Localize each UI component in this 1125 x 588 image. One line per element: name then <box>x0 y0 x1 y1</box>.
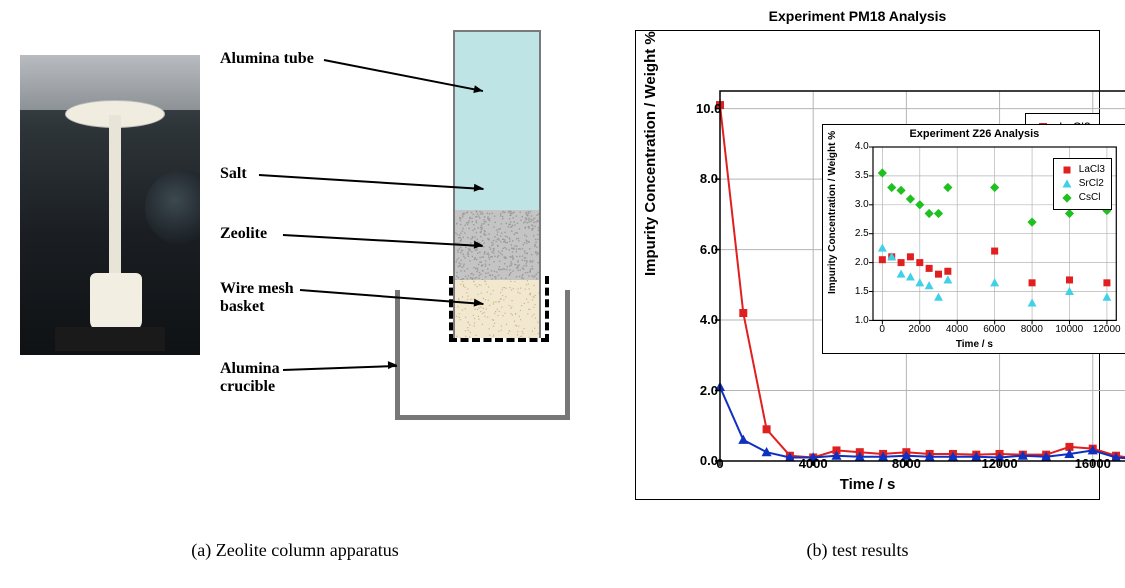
diagram-label-basket: Wire meshbasket <box>220 280 390 316</box>
inset-title: Experiment Z26 Analysis <box>823 128 1125 140</box>
inset-legend-item-LaCl3: LaCl3 <box>1060 163 1105 177</box>
caption-b: (b) test results <box>590 540 1125 561</box>
outer-x-tick: 8000 <box>886 456 926 471</box>
outer-chart: Impurity Concentration / Weight % LaCl3 … <box>635 30 1100 500</box>
outer-x-tick: 12000 <box>980 456 1020 471</box>
inset-chart: Experiment Z26 AnalysisImpurity Concentr… <box>822 124 1125 353</box>
diagram-wire-mesh-basket <box>449 276 549 342</box>
inset-x-tick: 12000 <box>1092 324 1122 335</box>
inset-x-tick: 4000 <box>942 324 972 335</box>
diagram-arrowhead-basket <box>474 299 484 308</box>
outer-x-tick: 0 <box>700 456 740 471</box>
inset-y-axis-label: Impurity Concentration / Weight % <box>827 131 838 294</box>
inset-legend: LaCl3 SrCl2 CsCl <box>1053 158 1112 210</box>
panel-b-results: Experiment PM18 Analysis Impurity Concen… <box>590 0 1125 530</box>
outer-plot-area: LaCl3 NdCl3Experiment Z26 AnalysisImpuri… <box>720 91 1125 461</box>
inset-legend-item-SrCl2: SrCl2 <box>1060 177 1105 191</box>
photo-column-rod <box>109 115 121 285</box>
inset-x-tick: 6000 <box>979 324 1009 335</box>
outer-y-tick: 4.0 <box>696 312 718 327</box>
inset-x-tick: 10000 <box>1054 324 1084 335</box>
outer-y-tick: 10.0 <box>696 101 718 116</box>
diagram-label-alumina_tube: Alumina tube <box>220 50 390 68</box>
diagram-segment-alumina-tube <box>455 32 539 210</box>
photo-crucible <box>90 273 142 331</box>
diagram-arrowhead-zeolite <box>474 241 483 249</box>
outer-x-axis-label: Time / s <box>636 476 1099 493</box>
diagram-arrowhead-salt <box>474 184 483 193</box>
outer-y-tick: 6.0 <box>696 242 718 257</box>
diagram-arrowhead-alumina_tube <box>473 85 483 95</box>
diagram-arrowhead-crucible <box>388 361 397 369</box>
outer-chart-title: Experiment PM18 Analysis <box>590 8 1125 24</box>
captions-row: (a) Zeolite column apparatus (b) test re… <box>0 530 1125 561</box>
inset-x-axis-label: Time / s <box>823 339 1125 350</box>
photo-glovebox-port <box>145 170 200 245</box>
inset-y-tick: 3.5 <box>851 170 869 181</box>
inset-y-tick: 4.0 <box>851 141 869 152</box>
inset-y-tick: 1.5 <box>851 286 869 297</box>
outer-x-tick: 4000 <box>793 456 833 471</box>
outer-y-axis-label: Impurity Concentration / Weight % <box>642 31 659 276</box>
outer-x-tick: 16000 <box>1073 456 1113 471</box>
panel-a-apparatus: Alumina tubeSaltZeoliteWire meshbasketAl… <box>0 0 590 530</box>
apparatus-photo <box>20 55 200 355</box>
caption-a: (a) Zeolite column apparatus <box>0 540 590 561</box>
inset-y-tick: 1.0 <box>851 315 869 326</box>
outer-y-tick: 8.0 <box>696 171 718 186</box>
diagram-label-zeolite: Zeolite <box>220 225 390 243</box>
outer-y-tick: 2.0 <box>696 383 718 398</box>
photo-stand-base <box>55 327 165 351</box>
inset-y-tick: 3.0 <box>851 199 869 210</box>
inset-y-tick: 2.0 <box>851 257 869 268</box>
inset-legend-item-CsCl: CsCl <box>1060 191 1105 205</box>
inset-x-tick: 8000 <box>1017 324 1047 335</box>
inset-x-tick: 2000 <box>905 324 935 335</box>
inset-y-tick: 2.5 <box>851 228 869 239</box>
inset-x-tick: 0 <box>867 324 897 335</box>
figure-container: Alumina tubeSaltZeoliteWire meshbasketAl… <box>0 0 1125 530</box>
